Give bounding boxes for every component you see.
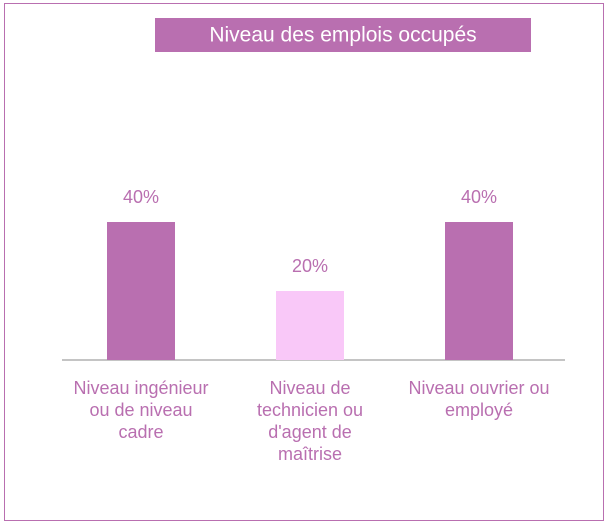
x-tick-label: Niveau de technicien ou d'agent de maîtr… (256, 378, 364, 464)
x-tick-label: Niveau ouvrier ou employé (408, 378, 550, 420)
title-box (155, 18, 531, 52)
frame (4, 3, 604, 521)
bar (107, 222, 175, 360)
x-tick-label: Niveau ingénieur ou de niveau cadre (73, 378, 209, 442)
value-label: 40% (461, 187, 497, 207)
value-label: 20% (292, 256, 328, 276)
chart-title: Niveau des emplois occupés (209, 24, 476, 47)
value-label: 40% (123, 187, 159, 207)
bar (276, 291, 344, 360)
bar (445, 222, 513, 360)
